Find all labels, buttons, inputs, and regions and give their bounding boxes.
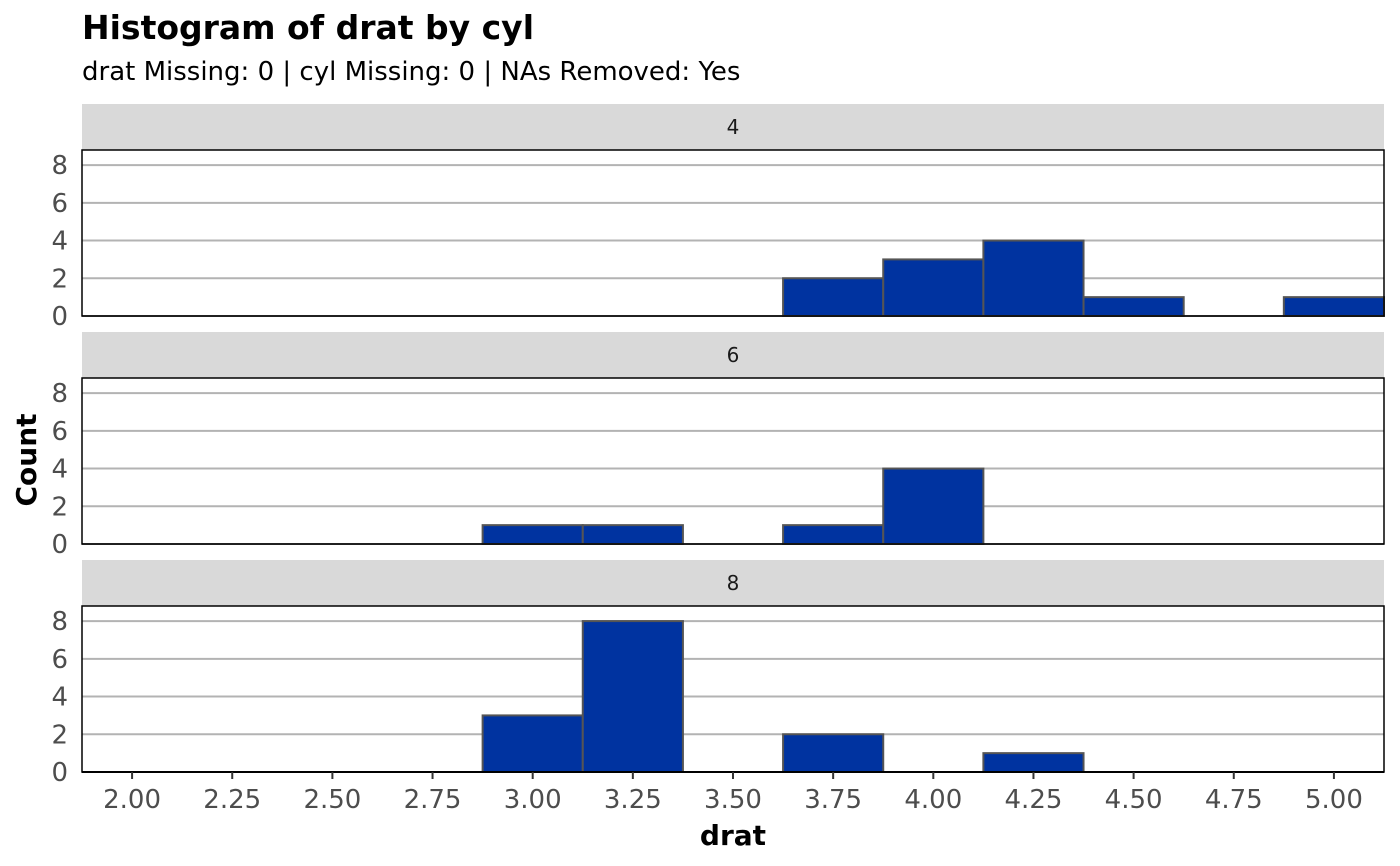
y-tick-label: 2 [51, 264, 68, 294]
x-tick-label: 5.00 [1305, 785, 1363, 815]
y-tick-label: 8 [51, 379, 68, 409]
y-tick-label: 4 [51, 227, 68, 257]
facet-panel-border [81, 377, 1385, 545]
x-tick-label: 3.00 [504, 785, 562, 815]
facet-panel-border [81, 149, 1385, 317]
y-tick-label: 4 [51, 455, 68, 485]
histogram-bar [782, 277, 885, 318]
facet-label-0: 4 [727, 115, 740, 139]
y-tick-label: 6 [51, 645, 68, 675]
x-tick-label: 4.25 [1005, 785, 1063, 815]
histogram-bar [1082, 296, 1185, 317]
facet-strip-0 [82, 104, 1384, 150]
x-tick-label: 3.50 [704, 785, 762, 815]
histogram-bar [481, 714, 584, 774]
histogram-bar [882, 467, 985, 545]
y-tick-label: 2 [51, 492, 68, 522]
y-tick-label: 8 [51, 607, 68, 637]
y-tick-label: 0 [51, 530, 68, 560]
histogram-bar [982, 752, 1085, 773]
facet-panel-2 [82, 606, 1384, 772]
x-tick-label: 2.00 [103, 785, 161, 815]
histogram-bar [1282, 296, 1386, 317]
histogram-bar [982, 239, 1085, 317]
y-tick-label: 0 [51, 758, 68, 788]
y-tick-label: 6 [51, 417, 68, 447]
chart-subtitle: drat Missing: 0 | cyl Missing: 0 | NAs R… [82, 57, 741, 87]
x-tick-label: 2.25 [203, 785, 261, 815]
histogram-bar [581, 524, 684, 545]
chart-title: Histogram of drat by cyl [82, 8, 535, 47]
histogram-bar [882, 258, 985, 317]
facet-label-2: 8 [727, 571, 740, 595]
facet-strip-1 [82, 332, 1384, 378]
facet-label-1: 6 [727, 343, 740, 367]
x-tick-label: 2.75 [404, 785, 462, 815]
histogram-bar [581, 620, 684, 773]
x-tick-label: 4.50 [1105, 785, 1163, 815]
y-axis-title: Count [10, 413, 43, 506]
facet-strip-2 [82, 560, 1384, 606]
histogram-bar [782, 733, 885, 773]
x-tick-label: 4.75 [1205, 785, 1263, 815]
facet-panel-1 [82, 378, 1384, 544]
y-tick-label: 0 [51, 302, 68, 332]
histogram-bar [481, 524, 584, 545]
x-axis-title: drat [700, 819, 766, 852]
y-tick-label: 2 [51, 720, 68, 750]
y-tick-label: 8 [51, 151, 68, 181]
x-tick-label: 2.50 [303, 785, 361, 815]
x-tick-label: 3.25 [604, 785, 662, 815]
y-tick-label: 4 [51, 683, 68, 713]
y-tick-label: 6 [51, 189, 68, 219]
x-tick-label: 3.75 [804, 785, 862, 815]
x-tick-label: 4.00 [904, 785, 962, 815]
histogram-bar [782, 524, 885, 545]
facet-panel-0 [82, 150, 1384, 316]
